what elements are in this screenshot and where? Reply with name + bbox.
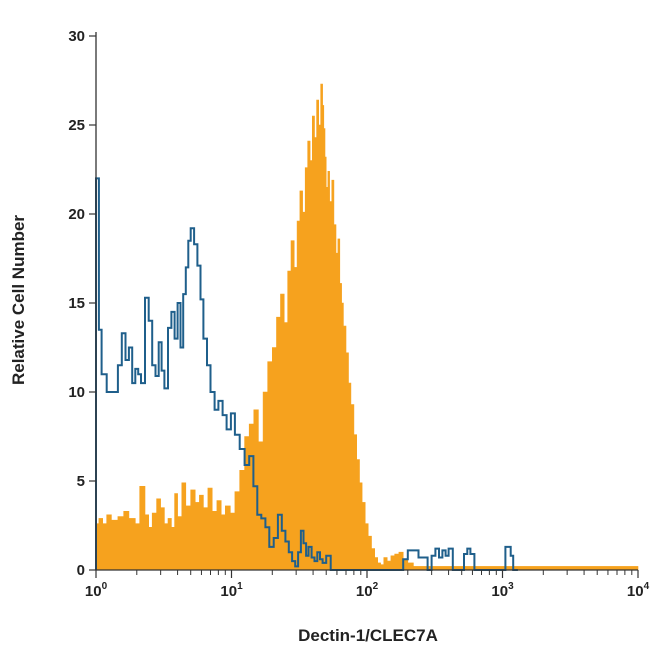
y-tick-label: 25 [68, 117, 85, 134]
x-tick-label: 100 [85, 581, 108, 600]
series-layer [95, 83, 639, 571]
x-tick-label: 101 [220, 581, 243, 600]
y-tick-label: 5 [77, 473, 85, 490]
x-tick-label: 102 [356, 581, 379, 600]
y-tick-label: 0 [77, 562, 85, 579]
y-tick-label: 20 [68, 206, 85, 223]
y-tick-label: 30 [68, 28, 85, 45]
y-tick-label: 10 [68, 384, 85, 401]
y-tick-label: 15 [68, 295, 85, 312]
x-axis-title: Dectin-1/CLEC7A [298, 626, 438, 645]
series-control-outline [95, 177, 518, 571]
axes-layer: 0 5 10 15 20 25 30 100 101 102 103 104 [68, 28, 649, 600]
x-tick-label: 104 [627, 581, 650, 600]
y-axis-title: Relative Cell Number [9, 215, 28, 385]
x-tick-label: 103 [491, 581, 514, 600]
series-stained-area [95, 83, 639, 571]
